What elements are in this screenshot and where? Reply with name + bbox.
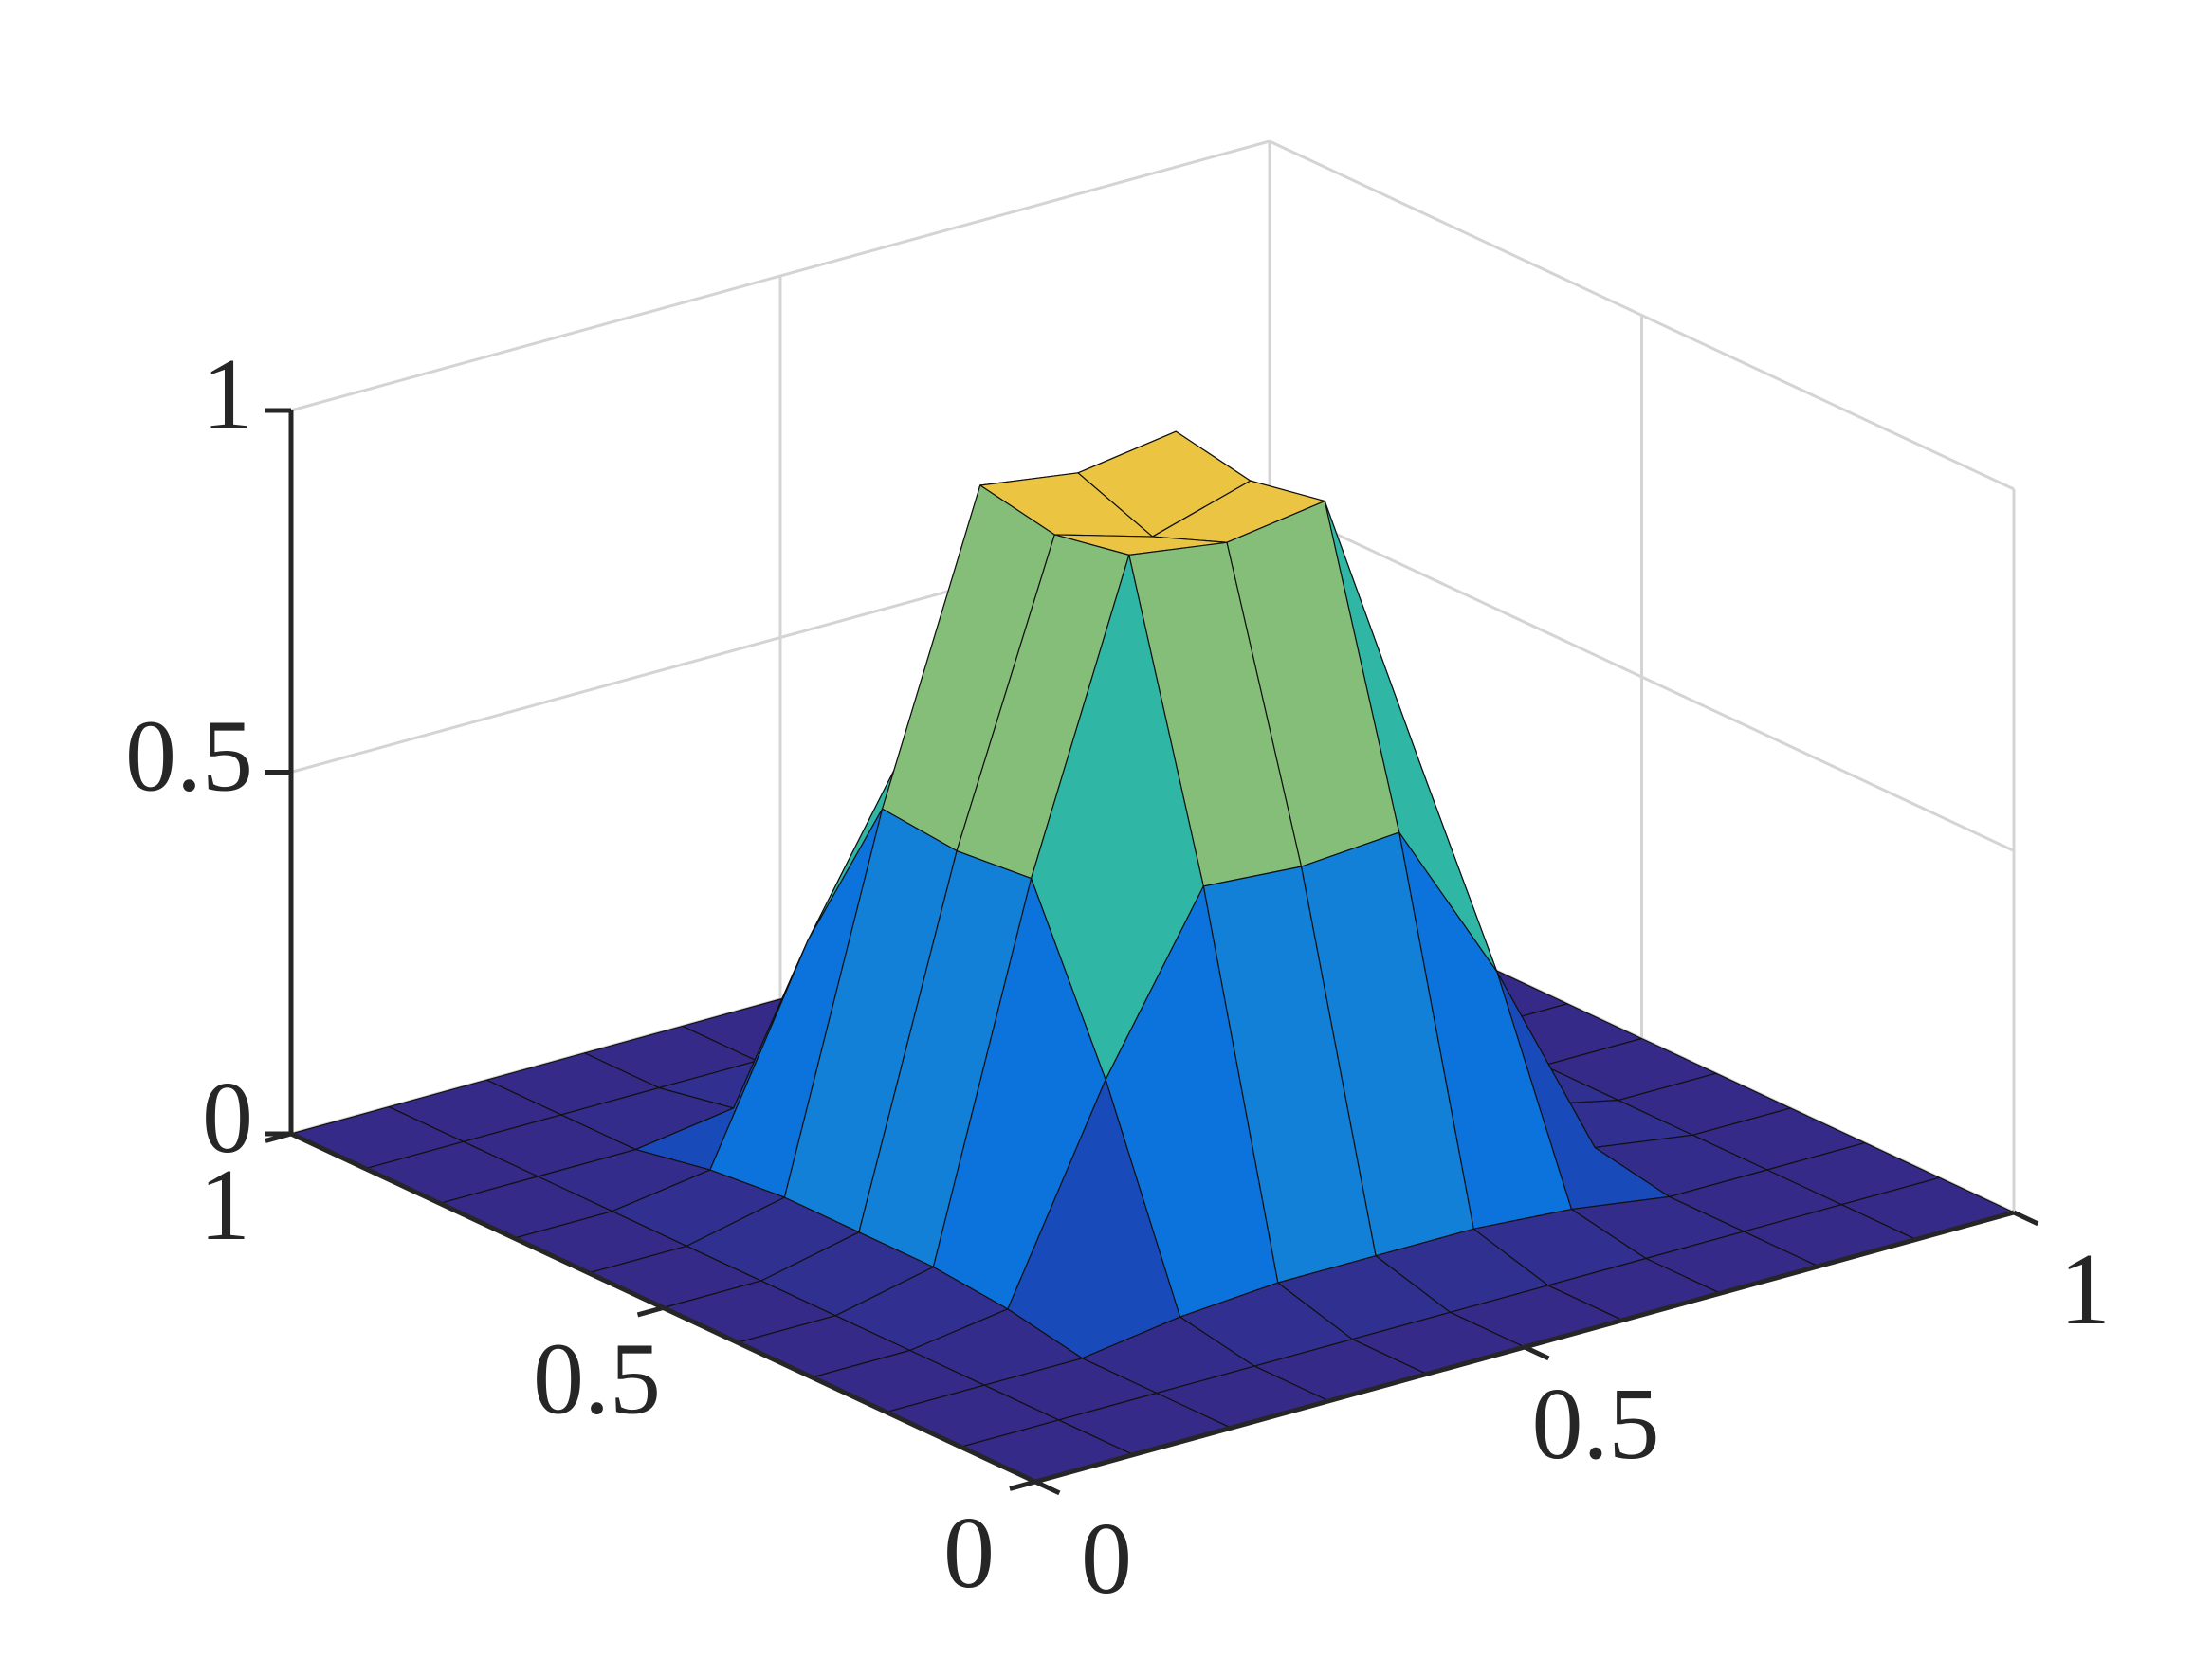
x-tick-label: 1 xyxy=(2059,1233,2111,1346)
x-tick-label: 0 xyxy=(1081,1503,1132,1615)
y-tick-label: 1 xyxy=(199,1149,250,1262)
x-tick xyxy=(1523,1344,1550,1361)
z-tick-label: 0 xyxy=(202,1062,253,1175)
y-tick xyxy=(636,1305,665,1318)
z-tick-label: 1 xyxy=(202,338,253,451)
y-tick xyxy=(265,1131,292,1143)
y-tick-label: 0 xyxy=(943,1497,995,1610)
x-tick xyxy=(1033,1479,1061,1496)
z-tick-label: 0.5 xyxy=(125,700,253,812)
y-tick xyxy=(1009,1479,1036,1491)
x-tick-label: 0.5 xyxy=(1532,1368,1660,1481)
y-tick-label: 0.5 xyxy=(533,1322,661,1435)
x-tick xyxy=(2012,1210,2039,1227)
